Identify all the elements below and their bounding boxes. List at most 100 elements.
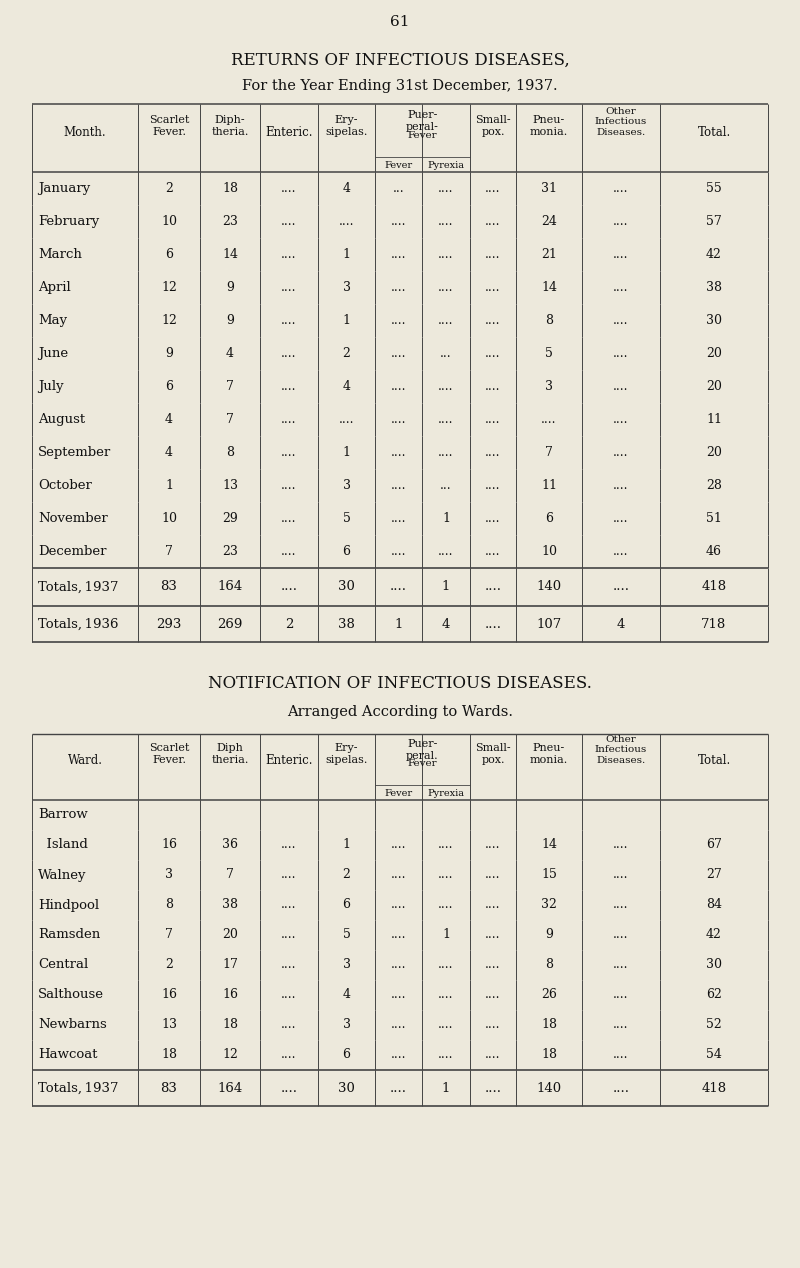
Text: 38: 38 — [222, 899, 238, 912]
Text: Ery-
sipelas.: Ery- sipelas. — [326, 743, 368, 765]
Text: 29: 29 — [222, 512, 238, 525]
Text: October: October — [38, 479, 92, 492]
Text: March: March — [38, 249, 82, 261]
Text: ....: .... — [614, 959, 629, 971]
Text: ....: .... — [486, 545, 501, 558]
Text: 7: 7 — [226, 869, 234, 881]
Text: ....: .... — [485, 1082, 502, 1094]
Text: Pneu-
monia.: Pneu- monia. — [530, 115, 568, 137]
Text: ....: .... — [390, 249, 406, 261]
Text: ....: .... — [613, 1082, 630, 1094]
Text: 4: 4 — [617, 618, 625, 630]
Text: May: May — [38, 314, 67, 327]
Text: ....: .... — [282, 281, 297, 294]
Text: ....: .... — [614, 249, 629, 261]
Text: ....: .... — [282, 959, 297, 971]
Text: ....: .... — [390, 281, 406, 294]
Text: ....: .... — [390, 928, 406, 942]
Text: ....: .... — [438, 959, 454, 971]
Text: 20: 20 — [706, 347, 722, 360]
Text: 16: 16 — [161, 838, 177, 852]
Text: ....: .... — [438, 1018, 454, 1031]
Text: 418: 418 — [702, 581, 726, 593]
Text: Hawcoat: Hawcoat — [38, 1049, 98, 1061]
Text: ....: .... — [614, 1049, 629, 1061]
Text: ....: .... — [438, 216, 454, 228]
Text: Ward.: Ward. — [67, 753, 102, 766]
Text: ....: .... — [438, 899, 454, 912]
Text: January: January — [38, 183, 90, 195]
Text: Puer-
peral-: Puer- peral- — [406, 110, 439, 132]
Text: April: April — [38, 281, 70, 294]
Text: Fever: Fever — [408, 760, 438, 768]
Text: ....: .... — [282, 413, 297, 426]
Text: ...: ... — [440, 479, 452, 492]
Text: ....: .... — [438, 281, 454, 294]
Text: ....: .... — [614, 281, 629, 294]
Text: Scarlet
Fever.: Scarlet Fever. — [149, 743, 189, 765]
Text: ....: .... — [614, 869, 629, 881]
Text: 14: 14 — [541, 281, 557, 294]
Text: 4: 4 — [165, 413, 173, 426]
Text: Total.: Total. — [698, 753, 730, 766]
Text: Scarlet
Fever.: Scarlet Fever. — [149, 115, 189, 137]
Text: ....: .... — [438, 380, 454, 393]
Text: 2: 2 — [165, 183, 173, 195]
Text: Enteric.: Enteric. — [266, 753, 313, 766]
Text: ....: .... — [614, 380, 629, 393]
Text: ....: .... — [390, 989, 406, 1002]
Text: 62: 62 — [706, 989, 722, 1002]
Text: July: July — [38, 380, 64, 393]
Text: 23: 23 — [222, 216, 238, 228]
Text: Pyrexia: Pyrexia — [427, 789, 465, 798]
Text: 83: 83 — [161, 581, 178, 593]
Text: ....: .... — [542, 413, 557, 426]
Text: 3: 3 — [342, 1018, 350, 1031]
Text: 6: 6 — [165, 380, 173, 393]
Text: ....: .... — [282, 314, 297, 327]
Text: 4: 4 — [342, 989, 350, 1002]
Text: February: February — [38, 216, 99, 228]
Text: ....: .... — [614, 347, 629, 360]
Text: 2: 2 — [342, 869, 350, 881]
Text: 4: 4 — [342, 380, 350, 393]
Text: 10: 10 — [161, 216, 177, 228]
Text: 1: 1 — [342, 838, 350, 852]
Text: ....: .... — [282, 869, 297, 881]
Text: 1: 1 — [442, 1082, 450, 1094]
Text: Other
Infectious
Diseases.: Other Infectious Diseases. — [595, 107, 647, 137]
Text: ....: .... — [486, 1018, 501, 1031]
Text: ....: .... — [614, 413, 629, 426]
Text: ...: ... — [393, 183, 404, 195]
Text: Arranged According to Wards.: Arranged According to Wards. — [287, 705, 513, 719]
Text: 5: 5 — [545, 347, 553, 360]
Text: 1: 1 — [342, 446, 350, 459]
Text: ....: .... — [282, 545, 297, 558]
Text: 9: 9 — [165, 347, 173, 360]
Text: RETURNS OF INFECTIOUS DISEASES,: RETURNS OF INFECTIOUS DISEASES, — [230, 52, 570, 68]
Text: 30: 30 — [706, 959, 722, 971]
Text: ....: .... — [438, 413, 454, 426]
Text: ....: .... — [282, 216, 297, 228]
Text: ....: .... — [486, 869, 501, 881]
Text: ....: .... — [485, 618, 502, 630]
Text: ....: .... — [282, 479, 297, 492]
Text: 140: 140 — [537, 581, 562, 593]
Text: ....: .... — [390, 545, 406, 558]
Text: 1: 1 — [394, 618, 402, 630]
Text: 31: 31 — [541, 183, 557, 195]
Text: 418: 418 — [702, 1082, 726, 1094]
Text: Central: Central — [38, 959, 88, 971]
Text: 293: 293 — [156, 618, 182, 630]
Text: 1: 1 — [442, 581, 450, 593]
Text: ....: .... — [282, 512, 297, 525]
Text: 11: 11 — [706, 413, 722, 426]
Text: 3: 3 — [342, 281, 350, 294]
Text: 84: 84 — [706, 899, 722, 912]
Text: ....: .... — [282, 989, 297, 1002]
Text: ....: .... — [282, 446, 297, 459]
Text: ....: .... — [390, 347, 406, 360]
Text: ....: .... — [282, 899, 297, 912]
Text: ....: .... — [614, 216, 629, 228]
Text: 9: 9 — [545, 928, 553, 942]
